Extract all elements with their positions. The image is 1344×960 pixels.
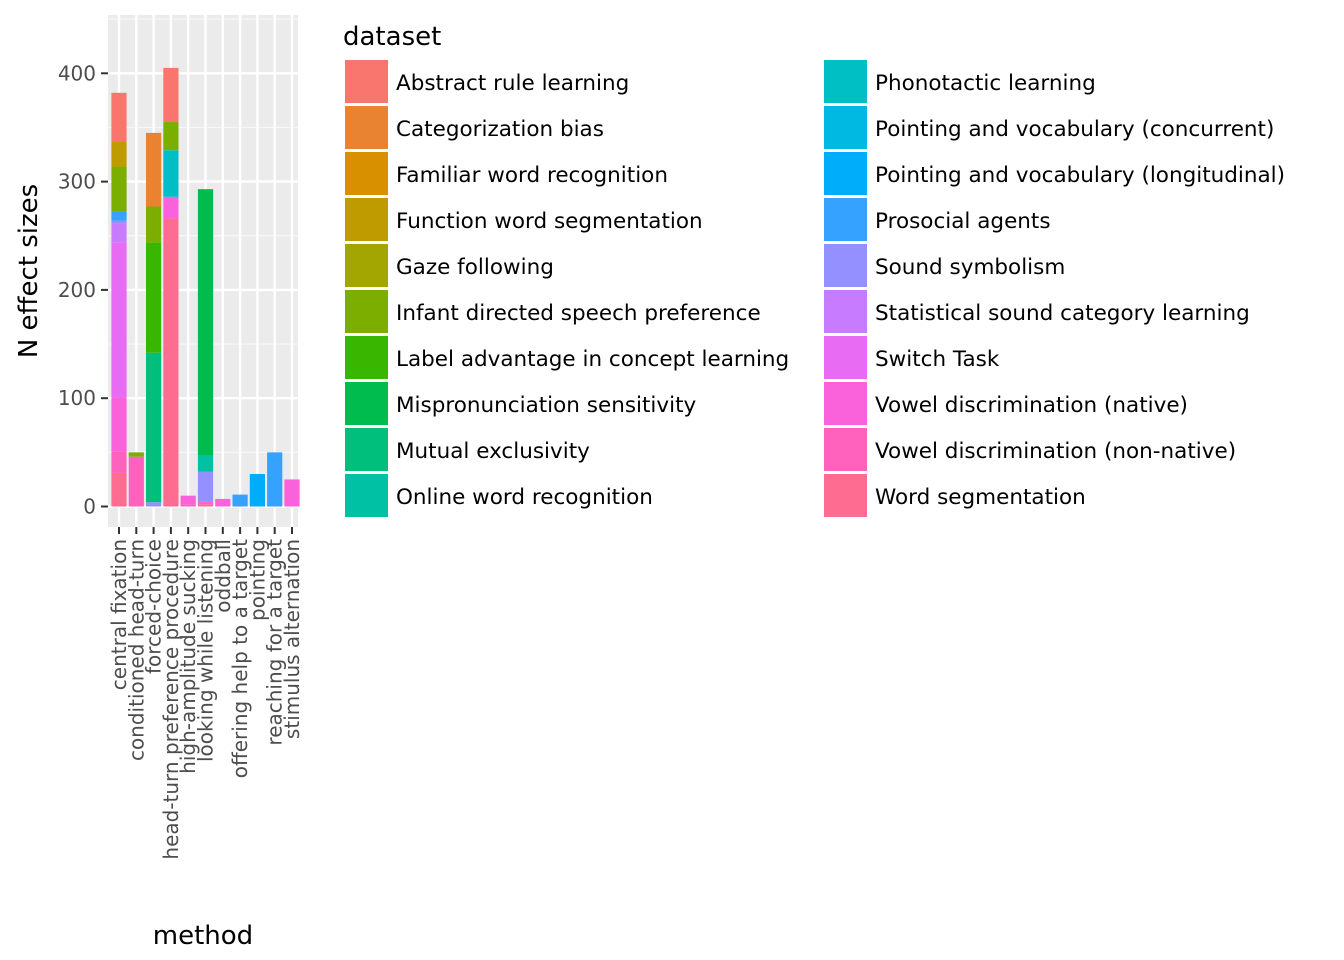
- legend-label: Online word recognition: [396, 485, 653, 510]
- y-axis: 0 100 200 300 400: [58, 61, 108, 519]
- bar-segment: [249, 474, 265, 507]
- legend-label: Word segmentation: [875, 485, 1086, 510]
- x-tick-label: forced-choice: [142, 539, 166, 674]
- bar-segment: [215, 498, 231, 507]
- bar-segment: [146, 352, 162, 503]
- legend-label: Sound symbolism: [875, 255, 1065, 280]
- bar-segment: [197, 504, 214, 507]
- bar-segment: [111, 166, 127, 212]
- bar-segment: [163, 150, 179, 197]
- bar-segment: [197, 501, 214, 505]
- legend-label: Infant directed speech preference: [396, 301, 761, 326]
- x-tick-label: stimulus alternation: [280, 539, 304, 739]
- bar-segment: [146, 206, 162, 243]
- bar-segment: [128, 452, 144, 457]
- legend-label: Mispronunciation sensitivity: [396, 393, 697, 418]
- bar-segment: [111, 92, 127, 142]
- legend-label: Function word segmentation: [396, 209, 703, 234]
- y-tick-label: 0: [83, 495, 96, 519]
- legend-key: [345, 336, 388, 379]
- bar-segment: [146, 132, 162, 207]
- bar-segment: [146, 242, 162, 353]
- x-tick-label: conditioned head-turn: [124, 539, 148, 761]
- legend-label: Abstract rule learning: [396, 71, 629, 96]
- legend-key: [345, 60, 388, 103]
- y-tick-label: 300: [58, 170, 96, 194]
- legend-label: Vowel discrimination (non-native): [875, 439, 1236, 464]
- legend-key: [824, 106, 867, 149]
- bar-segment: [128, 456, 144, 507]
- legend-title: dataset: [343, 22, 441, 52]
- bar-segment: [267, 452, 283, 507]
- legend-key: [345, 290, 388, 333]
- bar-segment: [111, 242, 127, 398]
- bar-segment: [284, 479, 300, 507]
- bar-segment: [197, 471, 214, 502]
- legend-key: [824, 152, 867, 195]
- y-tick-label: 200: [58, 278, 96, 302]
- legend-key: [824, 382, 867, 425]
- legend-label: Statistical sound category learning: [875, 301, 1250, 326]
- bar-segment: [111, 451, 127, 473]
- x-tick-label: oddball: [211, 539, 235, 613]
- y-tick-label: 400: [58, 61, 96, 85]
- bars: [111, 67, 300, 507]
- bar-segment: [163, 196, 179, 219]
- bar-segment: [111, 211, 127, 221]
- legend-key: [345, 382, 388, 425]
- x-tick-label: head-turn preference procedure: [159, 539, 183, 860]
- legend-key: [824, 60, 867, 103]
- bar-segment: [197, 455, 214, 472]
- legend-label: Phonotactic learning: [875, 71, 1096, 96]
- y-axis-title: N effect sizes: [14, 184, 44, 358]
- bar-segment: [163, 218, 179, 507]
- legend-label: Pointing and vocabulary (longitudinal): [875, 163, 1285, 188]
- y-tick-label: 100: [58, 386, 96, 410]
- legend-key: [824, 474, 867, 517]
- x-tick-label: pointing: [245, 539, 269, 621]
- bar-segment: [180, 495, 196, 505]
- legend-key: [824, 198, 867, 241]
- bar-segment: [163, 67, 179, 123]
- legend: Abstract rule learning Categorization bia…: [345, 60, 1285, 517]
- x-tick-label: offering help to a target: [228, 539, 252, 778]
- x-tick-label: looking while listening: [194, 539, 218, 762]
- legend-label: Categorization bias: [396, 117, 604, 142]
- legend-key: [824, 336, 867, 379]
- legend-label: Familiar word recognition: [396, 163, 668, 188]
- bar-segment: [111, 220, 127, 224]
- legend-label: Switch Task: [875, 347, 1000, 372]
- bar-segment: [232, 494, 248, 507]
- x-axis-title: method: [153, 921, 253, 951]
- x-tick-label: high-amplitude sucking: [176, 539, 200, 774]
- legend-key: [345, 106, 388, 149]
- bar-segment: [163, 122, 179, 151]
- bar-segment: [197, 189, 214, 456]
- legend-label: Vowel discrimination (native): [875, 393, 1188, 418]
- legend-label: Label advantage in concept learning: [396, 347, 789, 372]
- legend-key: [824, 244, 867, 287]
- legend-key: [824, 290, 867, 333]
- bar-segment: [146, 502, 162, 507]
- legend-key: [345, 152, 388, 195]
- legend-key: [824, 428, 867, 471]
- legend-label: Pointing and vocabulary (concurrent): [875, 117, 1274, 142]
- legend-key: [345, 198, 388, 241]
- legend-key: [345, 474, 388, 517]
- legend-key: [345, 244, 388, 287]
- x-tick-label: central fixation: [107, 539, 131, 690]
- legend-label: Mutual exclusivity: [396, 439, 590, 464]
- bar-segment: [111, 397, 127, 452]
- bar-segment: [111, 141, 127, 167]
- bar-segment: [111, 223, 127, 243]
- legend-label: Gaze following: [396, 255, 554, 280]
- legend-label: Prosocial agents: [875, 209, 1051, 234]
- bar-segment: [180, 504, 196, 507]
- legend-key: [345, 428, 388, 471]
- x-tick-label: reaching for a target: [263, 539, 287, 746]
- bar-segment: [111, 472, 127, 507]
